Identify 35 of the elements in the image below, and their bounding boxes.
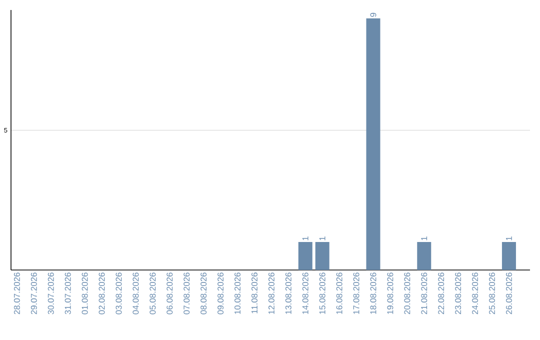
data-label: 1: [506, 236, 512, 240]
x-tick-label: 15.08.2026: [319, 272, 326, 314]
x-tick-label: 04.08.2026: [132, 272, 139, 314]
x-tick-label: 31.07.2026: [64, 272, 71, 314]
data-label: 1: [319, 236, 326, 240]
x-tick-label: 03.08.2026: [116, 272, 122, 314]
x-tick-label: 12.08.2026: [268, 272, 274, 314]
x-tick-label: 21.08.2026: [421, 272, 428, 314]
x-tick-label: 22.08.2026: [438, 272, 444, 314]
x-tick-label: 01.08.2026: [82, 272, 88, 314]
x-tick-label: 02.08.2026: [98, 272, 105, 314]
x-tick-label: 16.08.2026: [336, 272, 342, 314]
x-tick-label: 08.08.2026: [200, 272, 207, 314]
x-tick-label: 06.08.2026: [166, 272, 173, 314]
x-tick-label: 23.08.2026: [455, 272, 462, 314]
x-tick-label: 14.08.2026: [302, 272, 308, 314]
x-tick-label: 20.08.2026: [404, 272, 410, 314]
data-label: 9: [370, 12, 376, 17]
x-tick-label: 30.07.2026: [48, 272, 54, 314]
x-tick-label: 28.07.2026: [14, 272, 20, 314]
x-tick-label: 11.08.2026: [251, 272, 258, 314]
x-tick-label: 07.08.2026: [184, 272, 190, 314]
x-tick-label: 10.08.2026: [234, 272, 240, 314]
data-label: 1: [302, 236, 308, 240]
x-tick-label: 05.08.2026: [150, 272, 156, 314]
data-label: 1: [421, 236, 428, 240]
x-tick-label: 19.08.2026: [387, 272, 394, 314]
x-tick-label: 29.07.2026: [30, 272, 37, 314]
x-tick-label: 09.08.2026: [218, 272, 224, 314]
x-tick-label: 24.08.2026: [472, 272, 478, 314]
x-tick-label: 26.08.2026: [506, 272, 512, 314]
x-tick-label: 18.08.2026: [370, 272, 376, 314]
x-tick-label: 17.08.2026: [353, 272, 360, 314]
x-tick-label: 13.08.2026: [285, 272, 292, 314]
x-tick-label: 25.08.2026: [489, 272, 495, 314]
